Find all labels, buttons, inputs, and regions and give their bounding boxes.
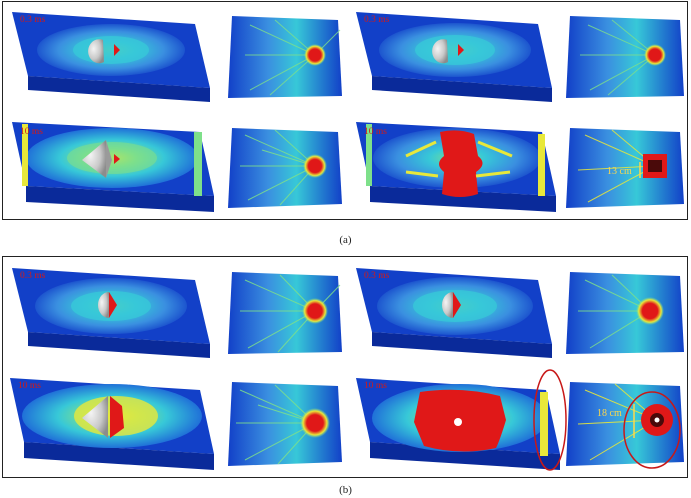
slab-b-3: 10 ms [10, 378, 214, 470]
time-label: 10 ms [364, 381, 387, 391]
slab-a-4: 10 ms [356, 122, 556, 212]
time-label: 10 ms [364, 127, 387, 137]
time-label: 0.3 ms [20, 271, 46, 281]
time-label: 10 ms [20, 127, 43, 137]
slab-a-3: 10 ms [12, 122, 214, 212]
rear-face-b-3 [228, 382, 342, 466]
rear-face-a-4: 13 cm [566, 128, 684, 208]
rear-face-b-1 [228, 272, 342, 354]
rear-face-a-2 [566, 16, 684, 98]
rear-face-a-1 [228, 16, 342, 98]
time-label: 0.3 ms [364, 271, 390, 281]
highlight-ellipse [533, 369, 567, 471]
caption-b: (b) [339, 484, 352, 496]
highlight-ellipse [623, 391, 681, 469]
slab-b-1: 0.3 ms [12, 268, 210, 358]
time-label: 0.3 ms [20, 15, 46, 25]
slab-a-2: 0.3 ms [356, 12, 552, 102]
slab-a-1: 0.3 ms [12, 12, 210, 102]
slab-b-4: 10 ms [356, 369, 567, 471]
caption-a: (a) [339, 234, 352, 246]
rear-face-b-4: 18 cm [566, 382, 684, 469]
slab-b-2: 0.3 ms [356, 268, 552, 358]
dimension-label: 18 cm [597, 408, 622, 419]
rear-face-a-3 [228, 128, 342, 208]
dimension-label: 13 cm [607, 166, 632, 177]
rear-face-b-2 [566, 272, 684, 354]
time-label: 0.3 ms [364, 15, 390, 25]
time-label: 10 ms [18, 381, 41, 391]
